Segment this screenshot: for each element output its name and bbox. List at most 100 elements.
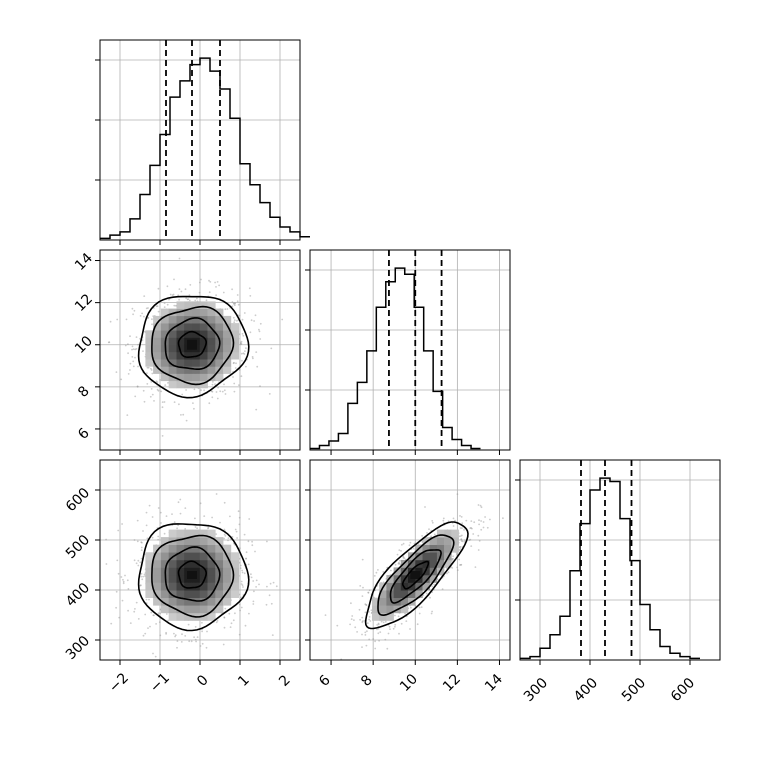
scatter-point xyxy=(456,493,459,495)
contour-line xyxy=(377,534,455,617)
scatter-point xyxy=(460,516,463,518)
scatter-point xyxy=(148,598,150,601)
scatter-point xyxy=(361,633,363,636)
scatter-point xyxy=(382,621,385,624)
density-cell xyxy=(168,366,177,374)
contour-line xyxy=(177,330,207,358)
density-cell xyxy=(207,605,216,614)
scatter-point xyxy=(143,315,145,318)
density-cell xyxy=(436,544,445,553)
density-cell xyxy=(386,612,394,621)
density-cell xyxy=(223,315,232,324)
histogram-bin xyxy=(170,97,180,240)
density-cell xyxy=(153,352,162,360)
scatter-point xyxy=(379,631,382,633)
density-cell xyxy=(215,315,224,324)
density-cell xyxy=(153,337,162,345)
scatter-point xyxy=(365,604,368,606)
density-cell xyxy=(422,544,430,553)
density-cell xyxy=(192,315,201,324)
density-cell xyxy=(160,605,169,614)
scatter-point xyxy=(121,599,124,602)
scatter-point xyxy=(157,535,160,538)
scatter-point xyxy=(134,608,136,610)
scatter-point xyxy=(122,580,125,583)
scatter-point xyxy=(160,522,162,524)
scatter-point xyxy=(242,586,244,588)
density-cell xyxy=(176,537,185,545)
density-cell xyxy=(199,352,208,360)
scatter-point xyxy=(212,381,214,383)
density-cell xyxy=(176,529,185,538)
scatter-point xyxy=(478,523,480,526)
scatter-point xyxy=(214,383,216,385)
density-peak xyxy=(187,571,197,579)
density-cell xyxy=(153,359,162,367)
scatter-point xyxy=(394,614,396,617)
scatter-point xyxy=(421,535,423,537)
scatter-point xyxy=(243,312,246,314)
scatter-point xyxy=(238,557,241,560)
density-cell xyxy=(176,559,185,568)
scatter-point xyxy=(136,519,139,522)
density-cell xyxy=(184,597,193,606)
scatter-point xyxy=(208,279,210,282)
density-cell xyxy=(207,315,216,324)
density-cell xyxy=(400,605,409,614)
scatter-point xyxy=(433,533,436,536)
scatter-point xyxy=(489,518,491,521)
scatter-point xyxy=(132,348,135,350)
scatter-point xyxy=(460,538,463,541)
scatter-point xyxy=(145,598,148,601)
contour-line xyxy=(402,560,430,590)
scatter-point xyxy=(115,371,118,373)
contour-lines xyxy=(137,523,250,632)
density-cell xyxy=(184,330,193,338)
scatter-point xyxy=(134,395,137,398)
scatter-point xyxy=(361,646,363,648)
scatter-point xyxy=(459,548,462,550)
scatter-point xyxy=(127,588,130,590)
scatter-point xyxy=(474,566,477,568)
scatter-point xyxy=(215,391,218,393)
scatter-point xyxy=(185,419,188,422)
scatter-point xyxy=(224,393,227,395)
density-cell xyxy=(230,337,239,345)
scatter-point xyxy=(245,365,247,368)
scatter-point xyxy=(254,550,256,553)
scatter-point xyxy=(359,618,361,621)
scatter-point xyxy=(194,517,196,520)
scatter-point xyxy=(121,523,123,525)
scatter-point xyxy=(238,333,241,336)
scatter-point xyxy=(107,341,110,344)
histogram-bin xyxy=(620,519,630,660)
scatter-point xyxy=(163,532,166,535)
density-cell xyxy=(207,597,216,606)
scatter-point xyxy=(124,574,126,577)
density-cell xyxy=(176,359,185,367)
scatter-point xyxy=(243,572,246,575)
scatter-point xyxy=(199,502,202,505)
histogram-bin xyxy=(640,604,650,660)
scatter-point xyxy=(137,343,140,346)
scatter-point xyxy=(416,623,419,626)
scatter-point xyxy=(165,515,168,517)
scatter-point xyxy=(143,573,146,576)
contour-line xyxy=(389,549,442,604)
scatter-point xyxy=(350,602,352,605)
scatter-point xyxy=(377,569,379,571)
scatter-point xyxy=(232,302,235,305)
scatter-point xyxy=(223,528,226,531)
density-cell xyxy=(192,301,201,309)
density-cell xyxy=(436,529,445,538)
density-cell xyxy=(207,529,216,538)
density-cell xyxy=(160,537,169,545)
scatter-point xyxy=(135,601,138,604)
scatter-point xyxy=(232,376,234,378)
density-cell xyxy=(192,308,201,317)
density-cell xyxy=(429,544,438,553)
scatter-point xyxy=(188,294,191,297)
scatter-point xyxy=(140,572,143,575)
density-cell xyxy=(176,590,185,598)
scatter-point xyxy=(378,639,380,642)
